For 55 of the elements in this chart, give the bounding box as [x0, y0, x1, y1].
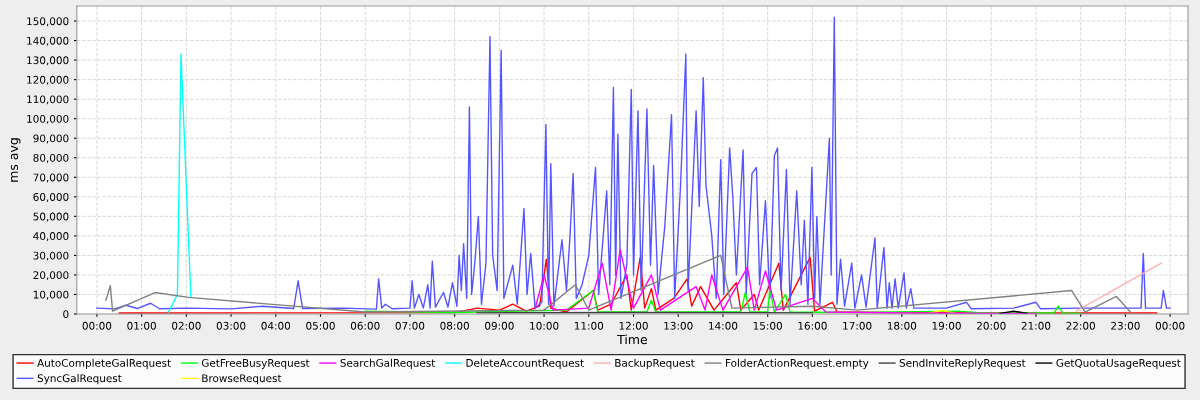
x-tick-label: 06:00 — [350, 321, 380, 330]
x-tick-label: 21:00 — [1021, 321, 1051, 330]
x-tick-label: 17:00 — [843, 321, 872, 330]
legend-label: DeleteAccountRequest — [466, 358, 584, 369]
y-tick-label: 130,000 — [27, 56, 69, 66]
x-tick-label: 20:00 — [977, 321, 1006, 330]
y-tick-label: 80,000 — [33, 153, 69, 163]
y-tick-label: 40,000 — [33, 232, 69, 242]
x-tick-label: 10:00 — [530, 321, 559, 330]
x-tick-label: 02:00 — [172, 321, 201, 330]
legend-label: SyncGalRequest — [37, 374, 122, 385]
x-tick-label: 19:00 — [932, 321, 961, 330]
y-tick-label: 90,000 — [33, 134, 69, 144]
line-series — [167, 53, 192, 313]
legend-label: GetQuotaUsageRequest — [1056, 358, 1181, 369]
y-tick-label: 140,000 — [27, 36, 69, 46]
y-tick-label: 10,000 — [33, 290, 69, 300]
x-tick-label: 05:00 — [306, 321, 335, 330]
x-tick-label: 00:00 — [1155, 321, 1185, 330]
x-tick-label: 14:00 — [709, 321, 738, 330]
legend-label: GetFreeBusyRequest — [201, 358, 310, 369]
legend-label: AutoCompleteGalRequest — [37, 358, 171, 369]
x-tick-label: 01:00 — [127, 321, 156, 330]
y-tick-label: 20,000 — [33, 271, 69, 281]
x-tick-label: 16:00 — [798, 321, 827, 330]
line-series — [96, 16, 1171, 310]
y-tick-label: 100,000 — [27, 114, 69, 124]
legend-label: FolderActionRequest.empty — [726, 358, 869, 369]
y-tick-label: 150,000 — [27, 17, 69, 27]
x-axis-title: Time — [617, 334, 648, 345]
y-tick-label: 120,000 — [27, 75, 69, 85]
x-tick-label: 12:00 — [619, 321, 648, 330]
legend-label: BackupRequest — [615, 358, 695, 369]
y-tick-label: 110,000 — [27, 95, 69, 105]
x-tick-label: 18:00 — [887, 321, 917, 330]
legend-label: BrowseRequest — [202, 374, 282, 385]
x-tick-label: 00:00 — [82, 321, 112, 330]
x-tick-label: 23:00 — [1111, 321, 1140, 330]
y-tick-label: 0 — [63, 310, 69, 319]
x-tick-label: 08:00 — [440, 321, 469, 330]
x-tick-label: 11:00 — [574, 321, 604, 330]
legend-label: SendInviteReplyRequest — [899, 358, 1026, 369]
x-tick-label: 09:00 — [485, 321, 514, 330]
legend-label: SearchGalRequest — [340, 358, 436, 369]
y-tick-label: 50,000 — [33, 212, 69, 222]
y-tick-label: 30,000 — [33, 251, 69, 261]
x-tick-label: 22:00 — [1066, 321, 1095, 330]
x-tick-label: 13:00 — [664, 321, 693, 330]
y-axis-title: ms avg — [10, 138, 21, 182]
x-tick-label: 07:00 — [395, 321, 425, 330]
y-tick-label: 70,000 — [33, 173, 69, 183]
x-tick-label: 15:00 — [753, 321, 782, 330]
x-tick-label: 04:00 — [261, 321, 291, 330]
y-tick-label: 60,000 — [33, 193, 69, 202]
x-tick-label: 03:00 — [216, 321, 246, 330]
